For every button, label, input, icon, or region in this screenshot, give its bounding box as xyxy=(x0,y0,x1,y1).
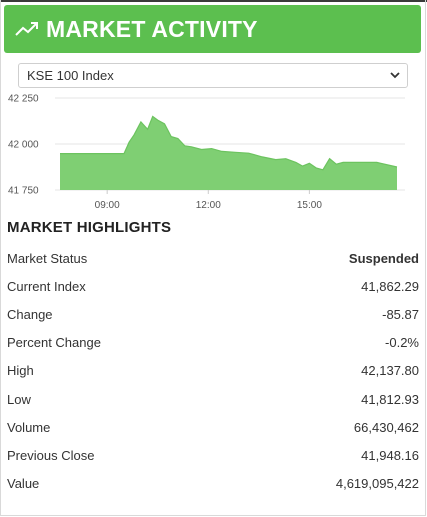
index-line xyxy=(60,115,398,171)
highlight-row: Market Status Suspended xyxy=(0,244,427,272)
y-tick-label: 42 000 xyxy=(8,140,39,151)
x-axis-labels: 09:00 12:00 15:00 xyxy=(95,190,322,211)
index-area xyxy=(60,116,397,190)
highlight-row: Previous Close 41,948.16 xyxy=(0,441,427,469)
highlight-label: Current Index xyxy=(7,278,86,294)
x-tick-label: 09:00 xyxy=(95,200,120,211)
highlight-label: Percent Change xyxy=(7,335,101,351)
highlight-value: 42,137.80 xyxy=(361,363,419,379)
highlight-label: Change xyxy=(7,306,53,322)
page-title: MARKET ACTIVITY xyxy=(46,15,258,42)
highlight-row: Change -85.87 xyxy=(0,300,427,328)
highlight-label: Low xyxy=(7,391,31,407)
chevron-down-icon xyxy=(390,72,400,79)
y-axis-labels: 42 250 42 000 41 750 xyxy=(8,94,39,197)
highlight-row: High 42,137.80 xyxy=(0,357,427,385)
highlight-label: Value xyxy=(7,476,40,492)
highlight-value: -85.87 xyxy=(382,306,419,322)
market-activity-header: MARKET ACTIVITY xyxy=(4,5,421,53)
highlight-row: Current Index 41,862.29 xyxy=(0,272,427,300)
highlight-value: -0.2% xyxy=(385,335,419,351)
highlight-value: 41,812.93 xyxy=(361,391,419,407)
highlight-value: 4,619,095,422 xyxy=(335,476,419,492)
highlight-row: Percent Change -0.2% xyxy=(0,329,427,357)
index-select[interactable]: KSE 100 Index xyxy=(18,63,408,88)
index-select-value: KSE 100 Index xyxy=(27,68,114,83)
highlight-row: Low 41,812.93 xyxy=(0,385,427,413)
trending-up-icon xyxy=(15,22,38,36)
highlight-row: Value 4,619,095,422 xyxy=(0,470,427,498)
x-tick-label: 15:00 xyxy=(297,200,322,211)
y-tick-label: 42 250 xyxy=(8,94,39,105)
highlight-value: 41,948.16 xyxy=(361,447,419,463)
highlight-value: 66,430,462 xyxy=(353,419,419,435)
highlight-value: 41,862.29 xyxy=(361,278,419,294)
x-tick-label: 12:00 xyxy=(196,200,221,211)
highlights-list: Market Status Suspended Current Index 41,86… xyxy=(0,244,427,498)
y-tick-label: 41 750 xyxy=(8,186,39,197)
top-border xyxy=(0,0,427,2)
highlights-title: MARKET HIGHLIGHTS xyxy=(7,219,172,236)
highlight-label: Previous Close xyxy=(7,447,95,463)
highlight-row: Volume 66,430,462 xyxy=(0,413,427,441)
highlight-label: Volume xyxy=(7,419,51,435)
index-chart: 42 250 42 000 41 750 09:00 12:00 15:00 xyxy=(8,94,405,211)
highlight-label: High xyxy=(7,363,34,379)
highlight-label: Market Status xyxy=(7,250,88,266)
highlight-value: Suspended xyxy=(348,250,419,266)
